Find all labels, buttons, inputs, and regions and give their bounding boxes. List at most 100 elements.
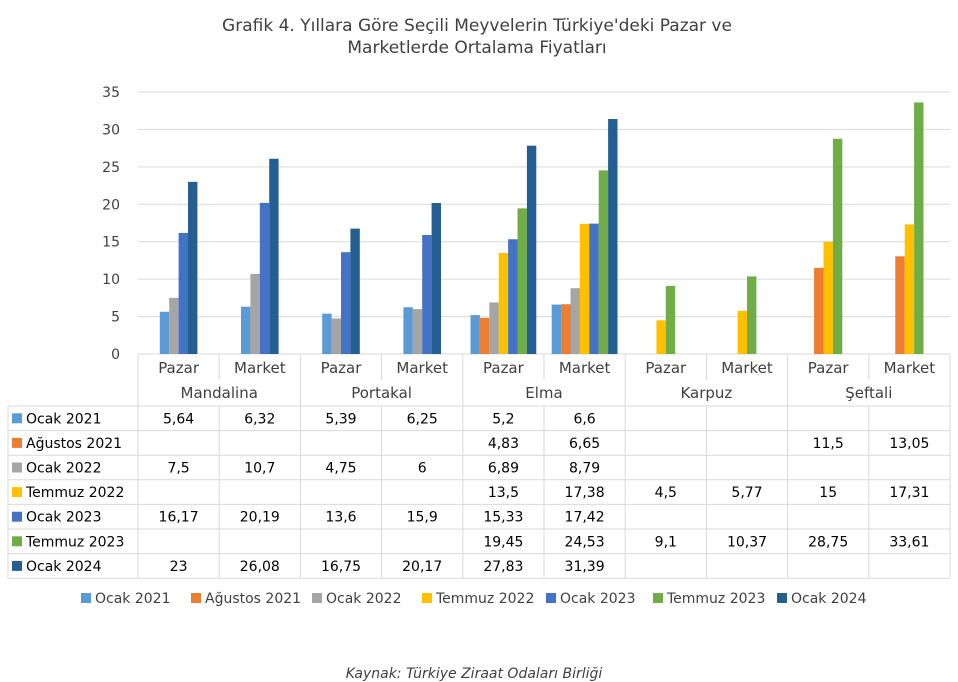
bar (814, 267, 824, 354)
table-cell: 24,53 (565, 534, 605, 550)
bar (178, 232, 188, 354)
legend-label: Temmuz 2023 (666, 591, 765, 607)
x-subcategory-label: Pazar (158, 359, 200, 377)
table-row-label: Ağustos 2021 (26, 436, 122, 452)
bar (561, 304, 571, 354)
y-tick-label: 5 (111, 310, 120, 326)
bar (551, 304, 562, 354)
table-cell: 10,7 (244, 461, 275, 477)
table-row-label: Ocak 2021 (26, 411, 101, 427)
table-cell: 20,19 (240, 510, 280, 526)
x-subcategory-label: Pazar (483, 359, 525, 377)
legend-swatch (653, 593, 663, 603)
table-cell: 17,42 (565, 510, 605, 526)
x-group-label: Karpuz (680, 384, 732, 402)
legend-swatch (81, 593, 91, 603)
table-row-label: Ocak 2023 (26, 510, 101, 526)
bar (479, 317, 490, 354)
x-subcategory-label: Pazar (321, 359, 363, 377)
y-tick-label: 30 (102, 122, 120, 138)
x-subcategory-label: Pazar (808, 359, 850, 377)
table-cell: 17,31 (889, 485, 929, 501)
source-note: Kaynak: Türkiye Ziraat Odaları Birliği (346, 666, 603, 682)
plot-area: 0 5 10 15 20 25 30 35 (102, 85, 950, 363)
table-cell: 6,89 (488, 461, 519, 477)
bar (737, 310, 747, 354)
table-cell: 6 (418, 461, 427, 477)
table-cell: 17,38 (565, 485, 605, 501)
bar (269, 158, 279, 354)
bar (526, 145, 537, 354)
bar (489, 302, 499, 354)
table-cell: 15 (819, 485, 837, 501)
table-row-label: Temmuz 2023 (25, 534, 124, 550)
table-row-label: Ocak 2024 (26, 559, 102, 575)
bar (341, 252, 351, 354)
x-group-label: Şeftali (845, 384, 892, 402)
bar (412, 309, 423, 354)
x-group-label: Mandalina (181, 384, 258, 402)
bar (832, 138, 843, 354)
legend-swatch (546, 593, 556, 603)
table-cell: 4,83 (488, 436, 519, 452)
bar (159, 311, 170, 354)
legend-label: Ocak 2023 (560, 591, 635, 607)
x-subcategory-label: Market (396, 359, 448, 377)
table-cell: 4,75 (325, 461, 356, 477)
legend-label: Ocak 2024 (791, 591, 867, 607)
bar (598, 170, 609, 354)
y-tick-label: 35 (102, 85, 120, 101)
bar (747, 276, 757, 354)
bar (914, 102, 924, 354)
legend-label: Ocak 2022 (326, 591, 401, 607)
legend-swatch (312, 593, 322, 603)
y-tick-label: 20 (102, 197, 120, 213)
chart-title-line1: Grafik 4. Yıllara Göre Seçili Meyvelerin… (222, 16, 732, 36)
table-cell: 31,39 (565, 559, 605, 575)
table-legend-key (12, 511, 22, 522)
x-subcategory-label: Market (884, 359, 936, 377)
bar (188, 181, 198, 354)
table-cell: 11,5 (813, 436, 844, 452)
y-tick-label: 10 (102, 272, 120, 288)
bar (350, 228, 360, 354)
bar (895, 256, 905, 354)
bar (608, 119, 618, 354)
bar (508, 239, 518, 354)
table-cell: 6,65 (569, 436, 600, 452)
bar (470, 315, 480, 354)
table-cell: 5,39 (325, 411, 356, 427)
x-subcategory-label: Market (721, 359, 773, 377)
table-cell: 19,45 (483, 534, 523, 550)
table-legend-key (12, 487, 22, 498)
table-cell: 6,6 (573, 411, 595, 427)
table-cell: 6,32 (244, 411, 275, 427)
table-cell: 5,2 (492, 411, 514, 427)
bar (422, 234, 432, 354)
x-subcategory-label: Market (559, 359, 611, 377)
y-tick-label: 25 (102, 160, 120, 176)
table-cell: 4,5 (655, 485, 677, 501)
table-cell: 9,1 (655, 534, 677, 550)
legend: Ocak 2021 Ağustos 2021 Ocak 2022 Temmuz 202… (81, 591, 867, 607)
bar (904, 224, 915, 354)
bar (403, 307, 413, 354)
table-cell: 13,6 (325, 510, 356, 526)
x-group-label: Portakal (351, 384, 412, 402)
table-cell: 8,79 (569, 461, 600, 477)
x-subcategory-label: Pazar (645, 359, 687, 377)
bar (498, 252, 509, 354)
bar (250, 273, 260, 354)
bar (589, 223, 599, 354)
table-cell: 15,9 (407, 510, 438, 526)
legend-swatch (422, 593, 432, 603)
table-cell: 5,64 (163, 411, 194, 427)
table-cell: 6,25 (407, 411, 438, 427)
y-tick-label: 15 (102, 235, 120, 251)
table-legend-key (12, 437, 22, 448)
bar (169, 297, 179, 354)
table-cell: 33,61 (889, 534, 929, 550)
bar (331, 318, 341, 354)
table-cell: 23 (170, 559, 188, 575)
chart-title-line2: Marketlerde Ortalama Fiyatları (347, 38, 606, 58)
